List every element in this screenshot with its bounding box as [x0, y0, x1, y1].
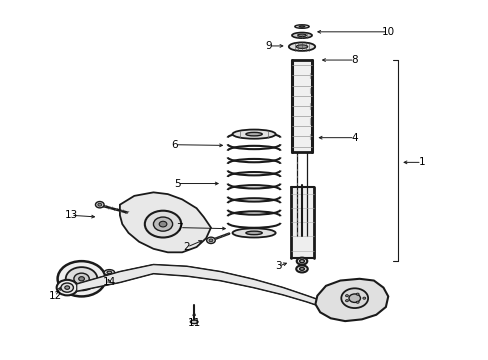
- Text: 11: 11: [187, 318, 201, 328]
- Ellipse shape: [299, 267, 304, 270]
- Ellipse shape: [296, 265, 307, 273]
- Text: 8: 8: [351, 55, 357, 65]
- Ellipse shape: [296, 45, 307, 48]
- Ellipse shape: [245, 231, 262, 235]
- Text: 9: 9: [264, 41, 271, 51]
- Bar: [292, 60, 311, 152]
- Circle shape: [341, 288, 367, 308]
- Bar: [290, 187, 313, 258]
- Ellipse shape: [297, 34, 305, 37]
- Text: 6: 6: [171, 140, 178, 150]
- Circle shape: [159, 221, 166, 227]
- Circle shape: [348, 294, 360, 302]
- Text: 12: 12: [48, 292, 61, 301]
- Circle shape: [356, 301, 358, 303]
- Circle shape: [65, 267, 97, 291]
- Ellipse shape: [107, 271, 112, 274]
- Text: 2: 2: [183, 242, 190, 252]
- Circle shape: [153, 217, 172, 231]
- Polygon shape: [77, 265, 330, 310]
- Text: 3: 3: [274, 261, 281, 271]
- Text: 7: 7: [176, 222, 183, 233]
- Ellipse shape: [294, 25, 308, 28]
- Circle shape: [64, 286, 69, 289]
- Ellipse shape: [299, 260, 304, 263]
- Circle shape: [356, 293, 358, 295]
- Text: 14: 14: [102, 277, 116, 287]
- Polygon shape: [315, 279, 387, 321]
- Ellipse shape: [288, 42, 315, 51]
- Ellipse shape: [296, 258, 306, 265]
- Circle shape: [57, 280, 78, 295]
- Circle shape: [58, 261, 105, 296]
- Circle shape: [345, 294, 347, 297]
- Ellipse shape: [104, 270, 114, 275]
- Circle shape: [61, 283, 73, 292]
- Ellipse shape: [245, 132, 262, 136]
- Ellipse shape: [190, 320, 198, 324]
- Polygon shape: [120, 192, 210, 252]
- Text: 5: 5: [174, 179, 181, 189]
- Circle shape: [95, 202, 104, 208]
- Circle shape: [362, 297, 365, 299]
- Circle shape: [98, 203, 102, 206]
- Ellipse shape: [232, 130, 275, 139]
- Text: 1: 1: [418, 157, 424, 167]
- Circle shape: [144, 211, 181, 238]
- Circle shape: [208, 239, 212, 242]
- Circle shape: [74, 273, 89, 284]
- Ellipse shape: [291, 32, 311, 38]
- Circle shape: [345, 300, 347, 302]
- Text: 4: 4: [351, 133, 357, 143]
- Ellipse shape: [232, 228, 275, 238]
- Circle shape: [206, 237, 215, 243]
- Text: 10: 10: [381, 27, 394, 37]
- Circle shape: [79, 277, 84, 281]
- Ellipse shape: [299, 26, 304, 27]
- Text: 13: 13: [64, 210, 78, 220]
